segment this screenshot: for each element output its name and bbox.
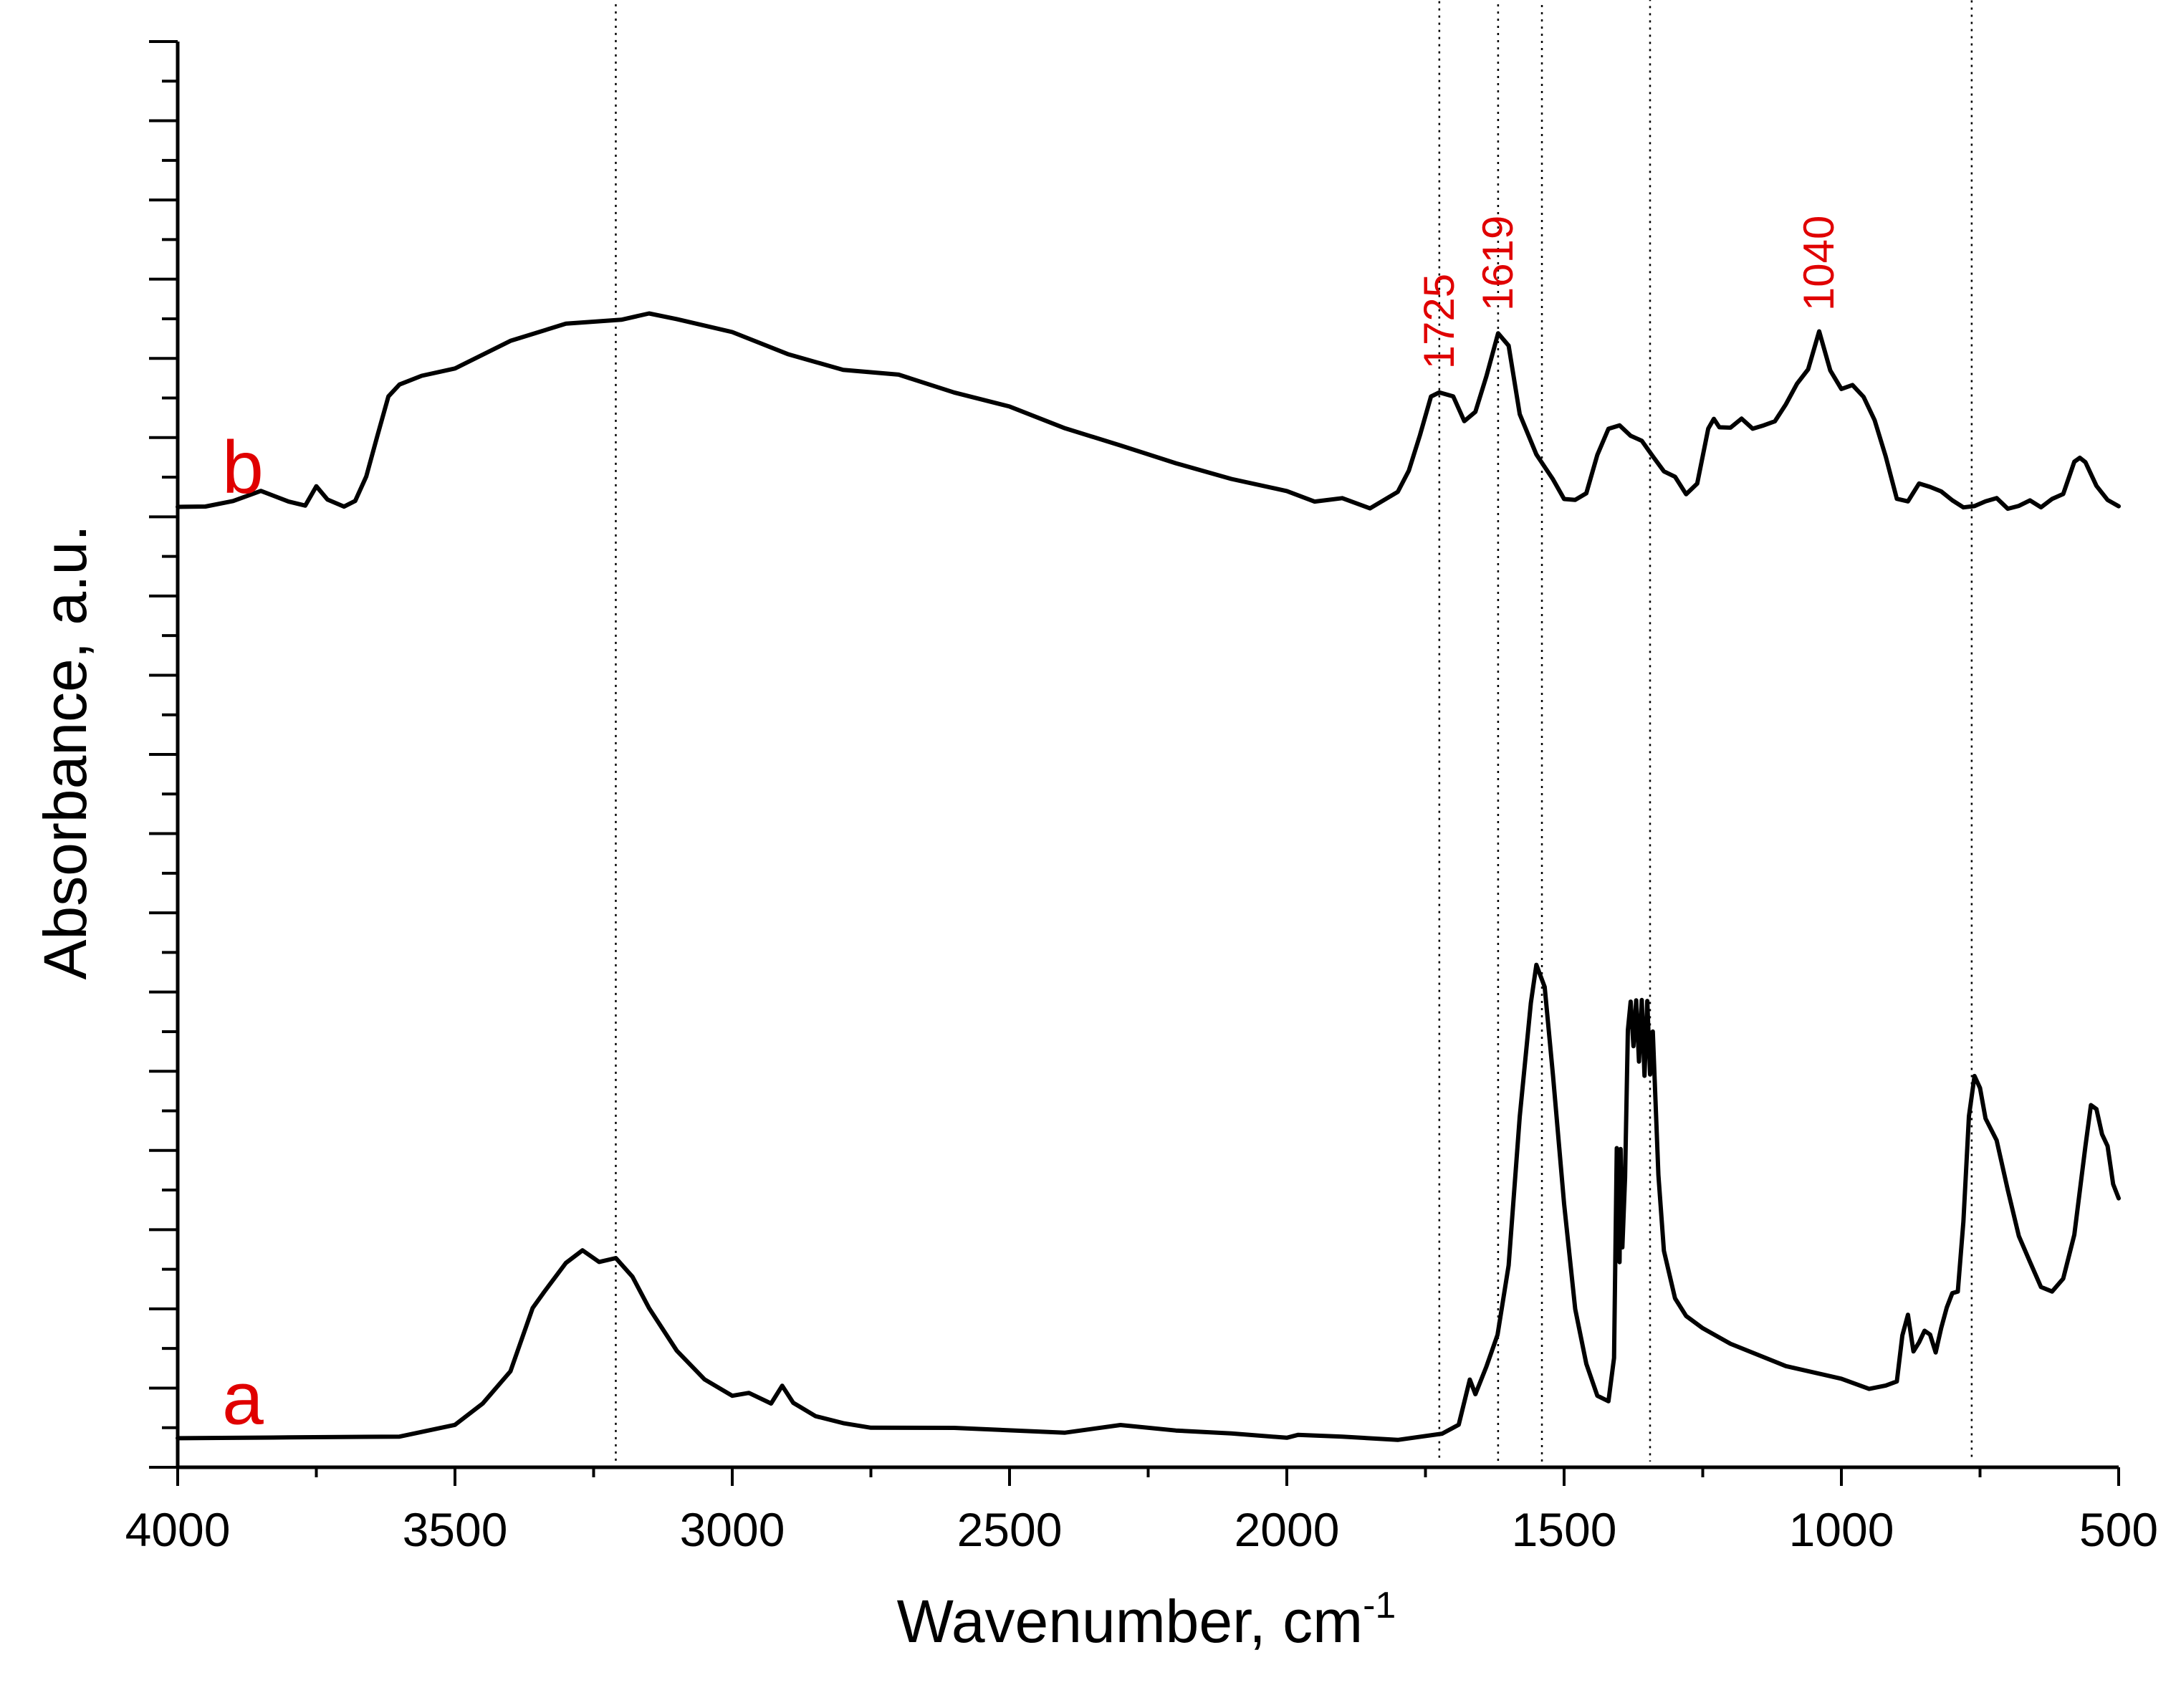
x-axis-title: Wavenumber, cm-1 bbox=[897, 1585, 1396, 1655]
y-axis-title: Absorbance, a.u. bbox=[32, 524, 99, 979]
spectrum-b bbox=[176, 311, 2121, 512]
x-tick-label: 1500 bbox=[1512, 1503, 1617, 1556]
spectra-lines bbox=[176, 311, 2121, 1442]
y-axis-ticks bbox=[149, 40, 178, 1469]
x-tick-label: 500 bbox=[2079, 1503, 2158, 1556]
x-axis-ticks: 4000 3500 3000 2500 2000 1500 1000 500 bbox=[125, 1467, 2158, 1556]
peak-annotations: 15551345765172516191040 bbox=[1415, 216, 1843, 370]
peak-guide-lines bbox=[615, 0, 1973, 1462]
peak-label-1619: 1619 bbox=[1474, 216, 1522, 311]
curve-label-b: b bbox=[222, 426, 264, 509]
x-tick-label: 1000 bbox=[1789, 1503, 1894, 1556]
peak-label-1725: 1725 bbox=[1415, 274, 1463, 369]
x-tick-label: 2000 bbox=[1235, 1503, 1340, 1556]
curve-label-a: a bbox=[222, 1357, 264, 1440]
x-tick-label: 3000 bbox=[680, 1503, 785, 1556]
x-tick-label: 3500 bbox=[403, 1503, 508, 1556]
spectrum-a bbox=[176, 962, 2121, 1442]
x-tick-label: 2500 bbox=[957, 1503, 1063, 1556]
x-tick-label: 4000 bbox=[125, 1503, 231, 1556]
peak-label-1040: 1040 bbox=[1795, 216, 1843, 311]
curve-labels: abcd bbox=[222, 426, 264, 1441]
